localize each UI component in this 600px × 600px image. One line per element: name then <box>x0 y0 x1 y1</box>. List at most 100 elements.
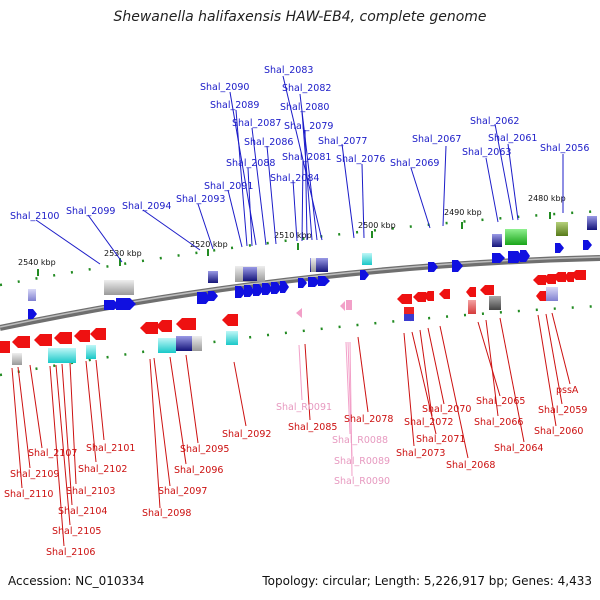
rna-label: Shal_R0090 <box>334 476 390 487</box>
gene-label: Shal_2094 <box>122 201 171 212</box>
gene-label: Shal_2104 <box>58 506 107 517</box>
gene-arrow-forward <box>244 285 255 297</box>
feature-box <box>243 267 257 281</box>
rna-label: Shal_R0088 <box>332 435 388 446</box>
leader-lines-rna <box>298 341 353 477</box>
gene-label: Shal_2086 <box>244 137 293 148</box>
feature-box <box>404 307 414 314</box>
leader-lines-top <box>35 75 564 265</box>
gene-label: Shal_2091 <box>204 181 253 192</box>
scale-tick-label: 2480 kbp <box>528 194 566 203</box>
gene-arrow-reverse <box>423 291 434 301</box>
feature-box <box>489 296 501 310</box>
gene-label: Shal_2077 <box>318 136 367 147</box>
feature-box <box>192 336 202 351</box>
gene-label: Shal_2061 <box>488 133 537 144</box>
gene-label: Shal_2071 <box>416 434 465 445</box>
gene-arrow-forward <box>520 250 530 262</box>
gene-arrow-reverse <box>439 289 450 299</box>
gene-arrow-forward <box>262 283 273 295</box>
gene-arrow-forward <box>271 282 282 294</box>
accession-text: Accession: NC_010334 <box>8 574 145 588</box>
feature-box <box>546 287 558 301</box>
gene-arrow-reverse <box>571 270 586 280</box>
gene-label: Shal_2079 <box>284 121 333 132</box>
rna-labels: Shal_R0091 Shal_R0088 Shal_R0089 Shal_R0… <box>276 402 390 487</box>
gene-arrow-forward <box>208 291 218 301</box>
leader-lines-bottom <box>11 312 571 547</box>
gene-label: Shal_2062 <box>470 116 519 127</box>
feature-box <box>208 271 218 283</box>
gene-label: Shal_2083 <box>264 65 313 76</box>
gene-arrow-reverse <box>543 274 556 284</box>
gene-arrow-forward <box>280 281 289 293</box>
gene-label: Shal_2103 <box>66 486 115 497</box>
forward-genes <box>28 240 592 319</box>
gene-label: Shal_2078 <box>344 414 393 425</box>
gene-label: Shal_2096 <box>174 465 223 476</box>
gene-label: Shal_2102 <box>78 464 127 475</box>
scale-tick-label: 2490 kbp <box>444 208 482 217</box>
gene-arrow-forward <box>360 270 369 280</box>
gene-label: Shal_2087 <box>232 118 281 129</box>
gene-label: Shal_2069 <box>390 158 439 169</box>
gene-arrow-forward <box>253 284 264 296</box>
gene-arrow-reverse <box>12 336 30 348</box>
feature-boxes <box>12 216 597 365</box>
gene-label: Shal_2064 <box>494 443 543 454</box>
gene-arrow-reverse <box>397 294 412 304</box>
gene-arrow-forward <box>583 240 592 250</box>
gene-arrow-reverse <box>480 285 494 295</box>
scale-tick-label: 2530 kbp <box>104 249 142 258</box>
gene-arrow-reverse <box>140 322 158 334</box>
gene-labels-bottom: Shal_2107 Shal_2101 Shal_2109 Shal_2102 … <box>4 385 587 558</box>
gene-arrow-forward <box>28 309 37 319</box>
feature-box <box>12 353 22 365</box>
gene-label: Shal_2066 <box>474 417 523 428</box>
gene-label: Shal_2082 <box>282 83 331 94</box>
gene-arrow-reverse <box>54 332 72 344</box>
gene-labels-top: Shal_2083 Shal_2082 Shal_2090 Shal_2080 … <box>10 65 589 222</box>
gene-label: Shal_2109 <box>10 469 59 480</box>
gene-label: Shal_2060 <box>534 426 583 437</box>
gene-label: Shal_2093 <box>176 194 225 205</box>
gene-label: Shal_2070 <box>422 404 471 415</box>
gene-arrow-forward <box>308 277 320 287</box>
gene-arrow-reverse <box>176 318 196 330</box>
gene-label: Shal_2100 <box>10 211 59 222</box>
feature-box <box>505 229 527 245</box>
gene-arrow-reverse <box>0 341 10 353</box>
gene-label: Shal_2073 <box>396 448 445 459</box>
gene-arrow-forward <box>104 300 119 310</box>
gene-arrow-reverse <box>156 320 172 332</box>
feature-box <box>48 348 76 363</box>
gene-arrow-reverse <box>222 314 238 326</box>
gene-arrow-reverse <box>74 330 90 342</box>
tick-track-top <box>0 209 600 287</box>
topology-text: Topology: circular; Length: 5,226,917 bp… <box>262 574 592 588</box>
gene-label: Shal_2099 <box>66 206 115 217</box>
scale-tick-label: 2520 kbp <box>190 240 228 249</box>
gene-label: Shal_2067 <box>412 134 461 145</box>
gene-arrow-forward <box>197 292 211 304</box>
rna-genes <box>296 300 352 318</box>
gene-label: Shal_2110 <box>4 489 53 500</box>
feature-box <box>176 336 192 351</box>
gene-arrow-reverse <box>413 292 426 302</box>
gene-arrow-forward <box>298 278 307 288</box>
gene-label: Shal_2068 <box>446 460 495 471</box>
scale-tick-labels: 2540 kbp 2530 kbp 2520 kbp 2510 kbp 2500… <box>18 194 566 267</box>
gene-arrow-reverse <box>90 328 106 340</box>
rna-label: Shal_R0091 <box>276 402 332 413</box>
feature-box <box>226 331 238 345</box>
rna-gene <box>296 308 302 318</box>
gene-arrow-forward <box>116 298 136 310</box>
gene-arrow-forward <box>428 262 438 272</box>
rna-gene <box>346 300 352 310</box>
gene-label: Shal_2098 <box>142 508 191 519</box>
scale-tick-label: 2510 kbp <box>274 231 312 240</box>
gene-label: Shal_2081 <box>282 152 331 163</box>
gene-label: Shal_2056 <box>540 143 589 154</box>
gene-label: Shal_2095 <box>180 444 229 455</box>
gene-arrow-reverse <box>34 334 52 346</box>
